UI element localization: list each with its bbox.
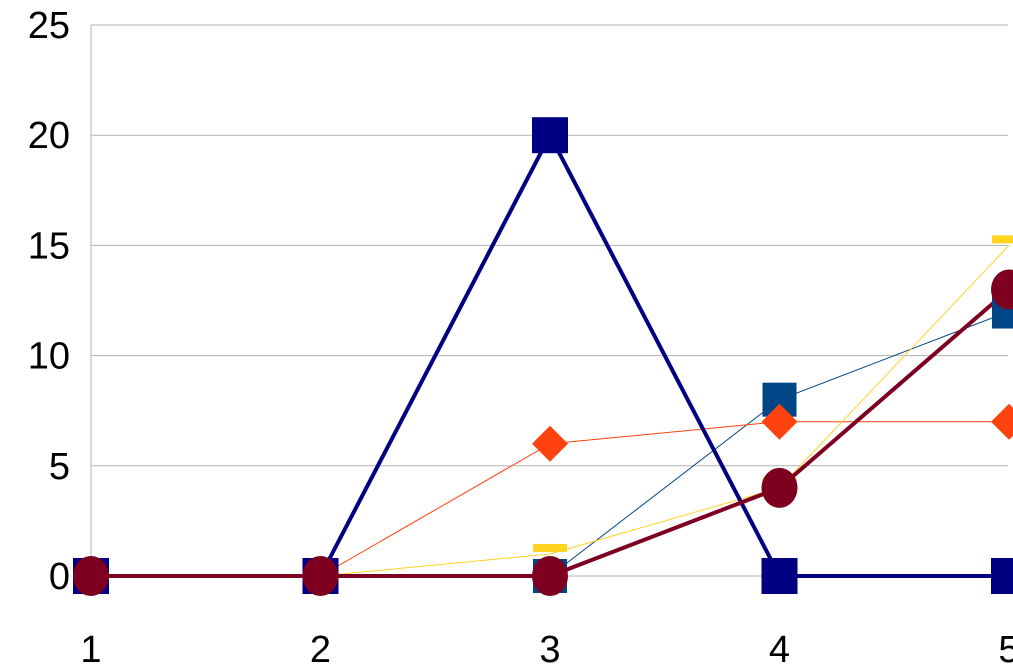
x-tick-label: 5 [998, 629, 1013, 670]
x-tick-label: 2 [310, 629, 331, 670]
series-2-point [532, 425, 568, 462]
series-3-point [992, 235, 1013, 244]
series-3-point [533, 543, 567, 552]
series-5-point [73, 556, 109, 596]
series-2-point [761, 403, 798, 440]
series-5-point [761, 467, 798, 508]
y-tick-label: 20 [28, 115, 70, 157]
series-4-point [991, 558, 1013, 594]
y-tick-label: 25 [28, 5, 70, 47]
x-tick-labels: 1 2 3 4 5 [80, 629, 1013, 670]
y-tick-labels: 0 5 10 15 20 25 [28, 5, 70, 598]
x-tick-label: 1 [80, 629, 101, 670]
gridlines [91, 24, 1008, 467]
x-tick-label: 4 [769, 629, 790, 670]
series-2-point [991, 403, 1013, 440]
axes [90, 25, 1008, 577]
x-tick-label: 3 [539, 629, 560, 670]
y-tick-label: 15 [28, 225, 70, 267]
series-4-point [761, 558, 798, 594]
series-4-point [532, 117, 568, 154]
series-5-point [991, 269, 1013, 310]
series-5-point [532, 556, 568, 596]
series-5-point [302, 556, 339, 596]
y-tick-label: 10 [28, 336, 70, 378]
y-tick-label: 0 [49, 556, 70, 598]
series-markers [73, 117, 1013, 596]
y-tick-label: 5 [49, 446, 70, 488]
